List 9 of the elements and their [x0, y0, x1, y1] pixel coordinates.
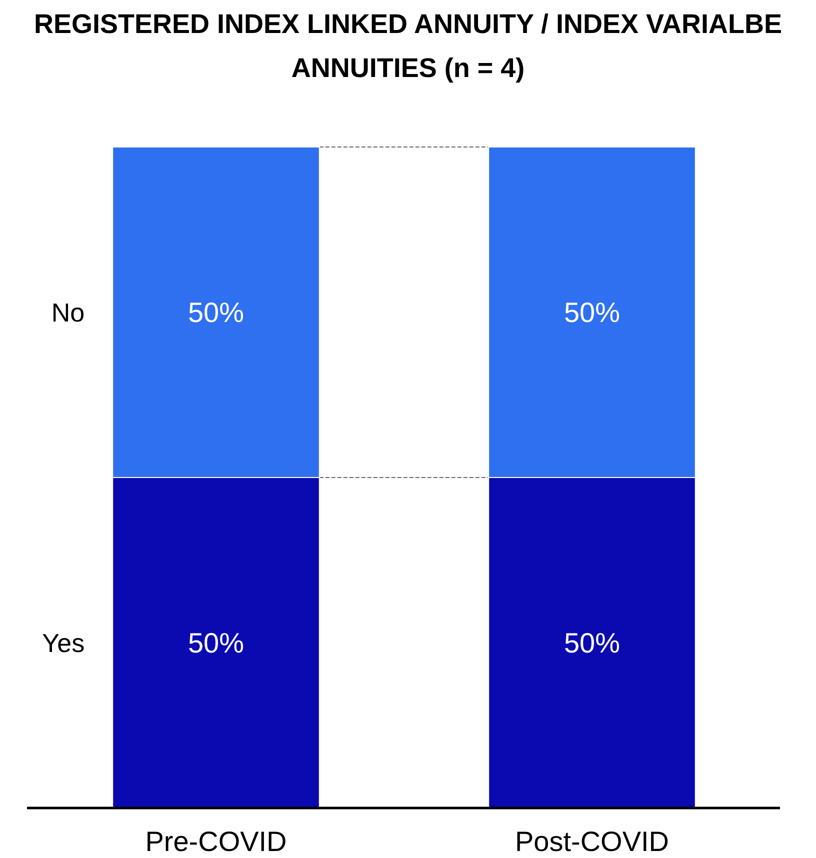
data-label: 50%: [188, 627, 244, 658]
data-label: 50%: [188, 296, 244, 328]
x-tick-label: Pre-COVID: [145, 826, 287, 857]
series-label: No: [51, 297, 85, 328]
series-label: Yes: [42, 628, 85, 658]
data-label: 50%: [564, 627, 620, 658]
chart-title: REGISTERED INDEX LINKED ANNUITY / INDEX VARIALBE ANNUITIES (n = 4): [34, 9, 782, 83]
x-tick-label: Post-COVID: [514, 826, 670, 857]
data-label: 50%: [564, 296, 620, 328]
